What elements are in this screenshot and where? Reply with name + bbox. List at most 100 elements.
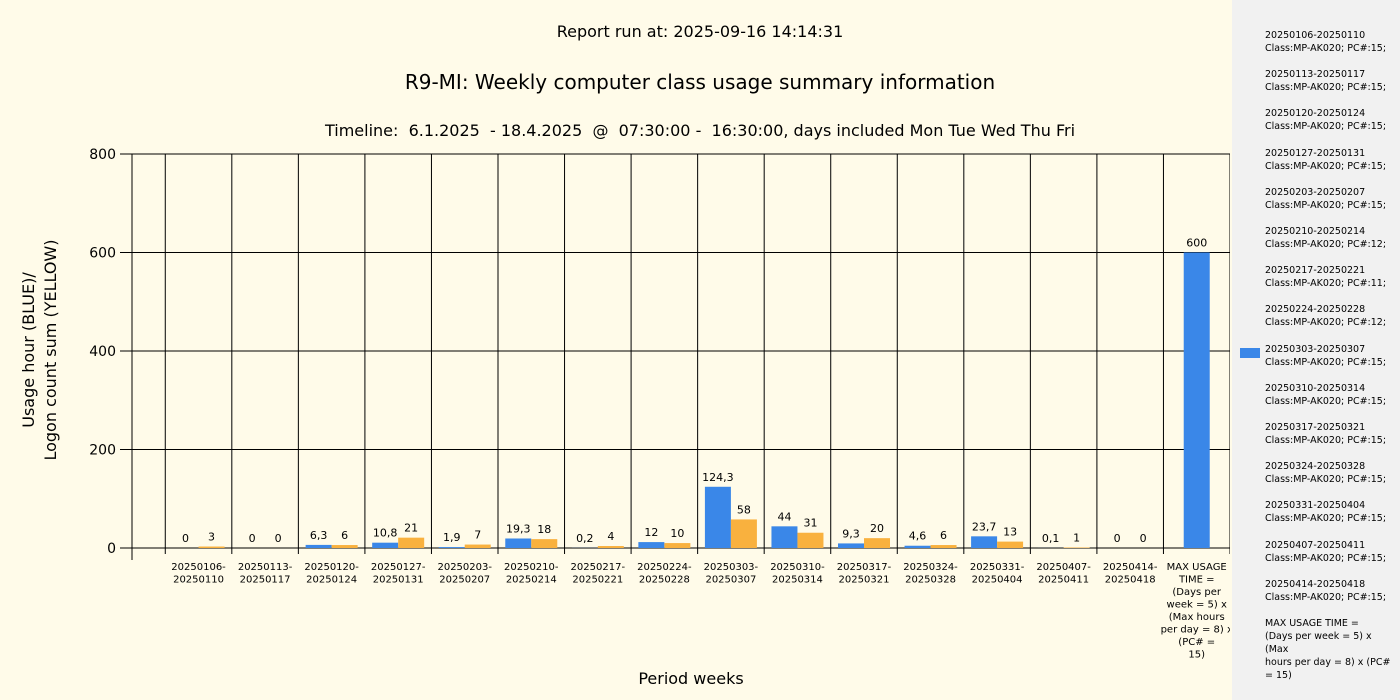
bar-value-label: 7	[474, 529, 481, 542]
bar-value-label: 6,3	[310, 529, 328, 542]
x-tick-label: 20250331-	[970, 562, 1025, 573]
bar-value-label: 124,3	[702, 471, 734, 484]
x-tick-label: 20250324-	[903, 562, 958, 573]
chart-subtitle: Timeline: 6.1.2025 - 18.4.2025 @ 07:30:0…	[324, 121, 1076, 140]
x-tick-label: 20250404	[972, 575, 1023, 586]
bar-value-label: 12	[644, 526, 658, 539]
y-tick-label: 800	[89, 147, 116, 163]
bar-value-label: 0	[182, 532, 189, 545]
legend-item-line: = 15)	[1265, 670, 1292, 681]
legend-item-line: 20250127-20250131	[1265, 147, 1366, 159]
legend-item-line: Class:MP-AK020; PC#:12;	[1265, 317, 1387, 329]
x-tick-label: 20250110	[173, 575, 224, 586]
legend-item: 20250113-20250117 Class:MP-AK020; PC#:15;	[1265, 68, 1397, 94]
x-tick-label: 20250310-	[770, 562, 825, 573]
legend-item-line: Class:MP-AK020; PC#:15;	[1265, 435, 1387, 446]
bar-blue	[1183, 252, 1210, 548]
legend-item-line: Class:MP-AK020; PC#:15;	[1265, 43, 1387, 54]
x-tick-label: 20250207	[439, 575, 490, 586]
bar-value-label: 0,1	[1042, 532, 1060, 545]
x-tick-label: (PC# =	[1178, 637, 1215, 648]
legend-item: 20250106-20250110 Class:MP-AK020; PC#:15;	[1265, 29, 1397, 55]
legend-item: 20250331-20250404 Class:MP-AK020; PC#:15;	[1265, 499, 1397, 525]
legend-item-line: Class:MP-AK020; PC#:11;	[1265, 278, 1387, 290]
bar-blue	[838, 543, 864, 548]
x-tick-label: (Days per	[1172, 587, 1222, 598]
bar-value-label: 3	[208, 531, 215, 544]
x-tick-label: 20250120-	[304, 562, 359, 573]
x-tick-label: 20250117	[240, 575, 291, 586]
bar-blue	[505, 538, 532, 548]
legend-item: MAX USAGE TIME = (Days per week = 5) x (…	[1265, 617, 1397, 682]
legend-item-line: 20250324-20250328	[1265, 461, 1366, 473]
x-tick-label: (Max hours	[1169, 612, 1225, 623]
y-tick-label: 400	[89, 344, 116, 360]
bar-yellow	[331, 545, 358, 548]
x-tick-label: 20250418	[1105, 575, 1156, 586]
bar-yellow	[864, 538, 890, 548]
x-tick-label: 20250224-	[637, 562, 692, 573]
legend-item-line: hours per day = 8) x (PC#	[1265, 657, 1391, 668]
legend-item-line: 20250113-20250117	[1265, 69, 1366, 81]
legend-item: 20250224-20250228 Class:MP-AK020; PC#:12;	[1265, 303, 1397, 329]
legend-item-line: 20250106-20250110	[1265, 30, 1366, 41]
x-tick-label: 20250411	[1038, 575, 1089, 586]
bar-yellow	[797, 532, 824, 548]
legend-item-line: Class:MP-AK020; PC#:15;	[1265, 199, 1387, 211]
legend-item: 20250303-20250307 Class:MP-AK020; PC#:15;	[1265, 343, 1397, 369]
legend-item-line: Class:MP-AK020; PC#:15;	[1265, 474, 1387, 486]
legend-item-line: Class:MP-AK020; PC#:15;	[1265, 121, 1387, 133]
bar-blue	[704, 486, 731, 548]
bar-value-label: 10,8	[373, 527, 398, 540]
x-tick-label: 20250317-	[837, 562, 892, 573]
x-tick-label: TIME =	[1178, 575, 1215, 586]
legend-item: 20250414-20250418 Class:MP-AK020; PC#:15;	[1265, 578, 1397, 604]
bar-yellow	[664, 543, 691, 548]
x-tick-label: 15)	[1188, 650, 1205, 661]
x-tick-label: 20250217-	[571, 562, 626, 573]
bar-yellow	[531, 539, 558, 548]
legend-item: 20250120-20250124 Class:MP-AK020; PC#:15;	[1265, 107, 1397, 133]
legend-item: 20250210-20250214 Class:MP-AK020; PC#:12;	[1265, 225, 1397, 251]
chart-area: Report run at: 2025-09-16 14:14:31 R9-MI…	[19, 22, 1230, 688]
bar-yellow	[997, 541, 1024, 548]
legend-item-line: Class:MP-AK020; PC#:15;	[1265, 513, 1387, 525]
bar-yellow	[730, 519, 757, 548]
x-tick-label: 20250321	[839, 575, 890, 586]
legend-item-line: Class:MP-AK020; PC#:12;	[1265, 239, 1387, 250]
legend-swatch-blue	[1240, 347, 1260, 358]
legend-item: 20250324-20250328 Class:MP-AK020; PC#:15;	[1265, 460, 1397, 486]
legend-item-line: 20250217-20250221	[1265, 265, 1366, 277]
bar-yellow	[198, 546, 225, 548]
bar-value-label: 31	[803, 517, 817, 530]
bar-value-label: 13	[1003, 526, 1017, 539]
x-tick-label: 20250228	[639, 575, 690, 586]
legend-item-line: Class:MP-AK020; PC#:15;	[1265, 160, 1387, 172]
x-tick-label: per day = 8) x	[1161, 625, 1230, 636]
legend-item-line: MAX USAGE TIME =	[1265, 618, 1359, 629]
x-axis-label: Period weeks	[638, 669, 744, 688]
x-tick-label: 20250113-	[238, 562, 293, 573]
x-tick-label: week = 5) x	[1167, 600, 1227, 611]
legend-item-line: Class:MP-AK020; PC#:15;	[1265, 395, 1387, 407]
bar-blue	[971, 536, 998, 548]
legend-item-line: 20250210-20250214	[1265, 226, 1366, 237]
bar-value-label: 0	[1114, 532, 1121, 545]
legend-item-line: 20250224-20250228	[1265, 304, 1366, 316]
bar-value-label: 0	[1140, 532, 1147, 545]
bar-value-label: 44	[777, 510, 791, 523]
bar-value-label: 18	[537, 523, 551, 536]
report-run-time: Report run at: 2025-09-16 14:14:31	[556, 22, 844, 41]
bar-value-label: 10	[670, 527, 684, 540]
bar-yellow	[930, 545, 957, 548]
x-tick-label: 20250210-	[504, 562, 559, 573]
legend-item-line: Class:MP-AK020; PC#:15;	[1265, 552, 1387, 564]
x-tick-label: MAX USAGE	[1167, 562, 1227, 573]
bar-value-label: 20	[870, 522, 884, 535]
bar-value-label: 6	[341, 529, 348, 542]
bar-value-label: 6	[940, 529, 947, 542]
bar-value-label: 1,9	[443, 531, 461, 544]
legend-item-line: 20250120-20250124	[1265, 108, 1366, 120]
x-tick-label: 20250127-	[371, 562, 426, 573]
legend-item-line: Class:MP-AK020; PC#:15;	[1265, 356, 1387, 368]
